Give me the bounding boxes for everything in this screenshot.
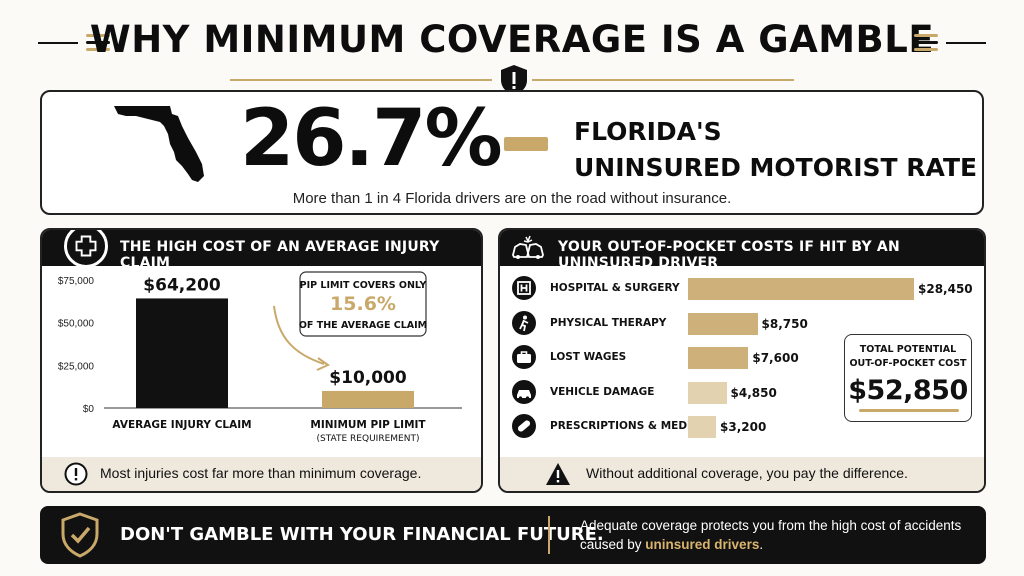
y-tick-label: $25,000 [58,361,95,372]
cost-bar-value: $7,600 [752,351,799,365]
cost-bar [688,381,727,404]
uninsured-rate-value: 26.7% [240,94,503,184]
bar [136,298,228,408]
title-row: WHY MINIMUM COVERAGE IS A GAMBLE [0,16,1024,68]
hospital-icon [512,276,536,300]
gold-dash [504,137,548,151]
cost-row-label: PHYSICAL THERAPY [550,316,667,329]
cost-row: PHYSICAL THERAPY $8,750 [500,309,984,337]
bottom-headline: DON'T GAMBLE WITH YOUR FINANCIAL FUTURE. [120,524,604,545]
pill-icon [512,414,536,438]
injury-claim-panel: THE HIGH COST OF AN AVERAGE INJURY CLAIM… [40,228,483,493]
total-cost-value: $52,850 [848,375,968,406]
title-rule-left [38,42,78,44]
cost-bar [688,312,758,335]
category-sublabel: (STATE REQUIREMENT) [317,434,420,444]
pip-callout: PIP LIMIT COVERS ONLY 15.6% OF THE AVERAGE… [299,271,427,337]
category-label: AVERAGE INJURY CLAIM [112,419,251,431]
out-of-pocket-header: YOUR OUT-OF-POCKET COSTS IF HIT BY AN UN… [500,230,984,271]
car-icon [512,379,536,404]
cost-bar-value: $8,750 [761,316,808,331]
briefcase-icon [512,345,536,369]
cost-bar-value: $3,200 [720,420,767,434]
out-of-pocket-heading: YOUR OUT-OF-POCKET COSTS IF HIT BY AN UN… [558,239,900,271]
uninsured-rate-card: 26.7% FLORIDA'S UNINSURED MOTORIST RATE … [40,90,984,215]
cost-row-label: VEHICLE DAMAGE [550,385,655,398]
callout-arrowhead-icon [316,357,331,371]
cost-bar [688,278,914,300]
injury-claim-footer: Most injuries cost far more than minimum… [42,457,481,491]
y-tick-label: $0 [83,404,95,415]
injury-claim-footer-text: Most injuries cost far more than minimum… [100,465,422,481]
callout-arrow [273,305,325,365]
bar [322,390,414,408]
injury-claim-chart: $0 $25,000 $50,000 $75,000 $64,200 AVERAGE IN… [58,271,462,444]
cost-row: LOST WAGES $7,600 [500,343,984,371]
cost-row: VEHICLE DAMAGE $4,850 [500,378,984,406]
cost-row-label: LOST WAGES [550,351,627,363]
cost-row: HOSPITAL & SURGERY $28,450 [500,274,984,302]
cost-row: PRESCRIPTIONS & MEDICAL $3,200 [500,412,984,440]
bottom-banner: DON'T GAMBLE WITH YOUR FINANCIAL FUTURE.… [40,506,986,564]
pip-callout-line2: OF THE AVERAGE CLAIM [299,320,427,331]
y-tick-label: $50,000 [58,319,95,330]
bottom-text: Adequate coverage protects you from the … [580,518,962,552]
total-cost-label: TOTAL POTENTIAL OUT-OF-POCKET COST [849,344,967,369]
warning-triangle-icon [546,463,570,485]
shield-check-icon [61,512,99,558]
title-rule-right [946,42,986,44]
page-title: WHY MINIMUM COVERAGE IS A GAMBLE [89,18,935,61]
out-of-pocket-footer: Without additional coverage, you pay the… [500,457,984,491]
pip-callout-box [299,271,427,337]
category-label: MINIMUM PIP LIMIT [310,419,426,431]
pip-callout-line1: PIP LIMIT COVERS ONLY [300,280,427,291]
injury-claim-header: THE HIGH COST OF AN AVERAGE INJURY CLAIM [42,230,481,271]
out-of-pocket-footer-text: Without additional coverage, you pay the… [586,465,908,481]
cost-bar [688,416,716,438]
pip-callout-percent: 15.6% [330,293,396,315]
y-tick-label: $75,000 [58,276,95,287]
title-dashes-right-icon [914,34,938,55]
total-cost-card: TOTAL POTENTIAL OUT-OF-POCKET COST $52,8… [844,334,972,422]
out-of-pocket-panel: YOUR OUT-OF-POCKET COSTS IF HIT BY AN UN… [498,228,986,493]
cost-bar-value: $28,450 [918,282,973,296]
warning-divider [0,64,1024,100]
bar-value-label: $10,000 [329,368,407,388]
bar-value-label: $64,200 [143,275,221,295]
uninsured-rate-label: FLORIDA'S UNINSURED MOTORIST RATE [574,117,978,182]
medical-cross-icon [64,230,108,268]
walking-person-icon [512,310,536,335]
title-dashes-left-icon [86,34,110,55]
cost-bar [688,347,749,369]
alert-circle-icon [64,462,88,486]
car-crash-icon [512,235,544,259]
cost-row-label: PRESCRIPTIONS & MEDICAL [550,420,714,432]
uninsured-rate-subtext: More than 1 in 4 Florida drivers are on … [292,190,732,207]
cost-row-label: HOSPITAL & SURGERY [550,282,680,294]
injury-claim-heading: THE HIGH COST OF AN AVERAGE INJURY CLAIM [120,239,440,271]
cost-bar-value: $4,850 [730,385,777,400]
florida-map-icon [114,106,204,182]
warning-shield-icon [501,65,527,95]
